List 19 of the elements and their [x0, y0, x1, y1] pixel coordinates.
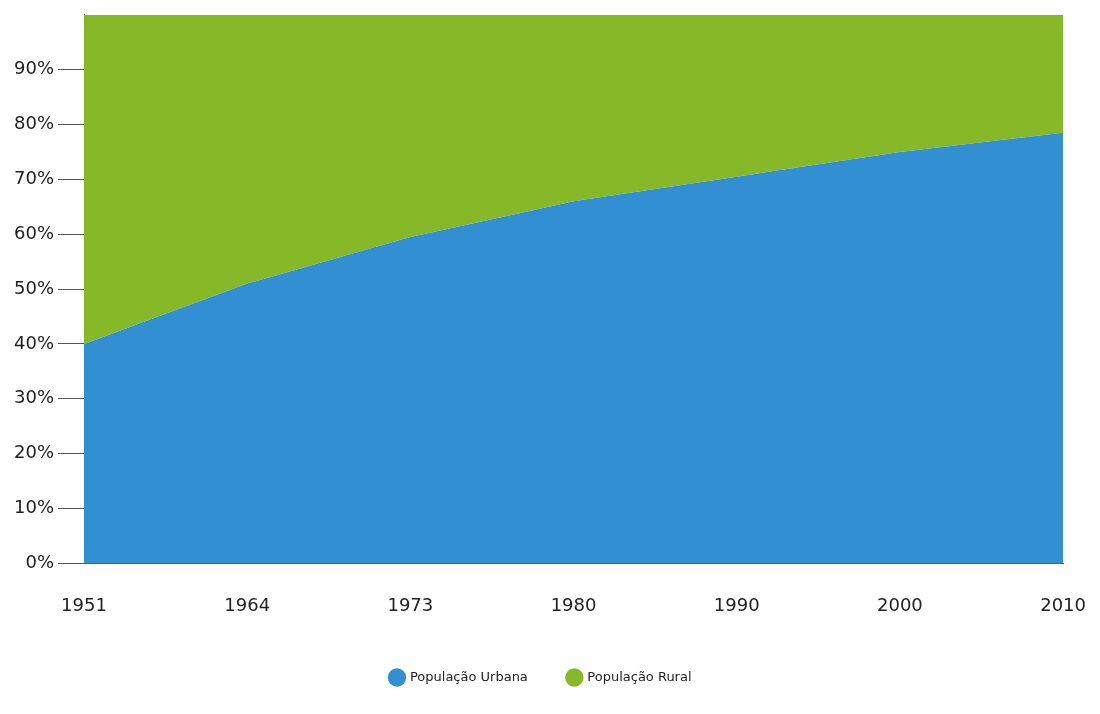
- x-tick-label: 2010: [1040, 593, 1086, 615]
- y-tick-label: 70%: [13, 167, 55, 189]
- x-tick-label: 1990: [713, 593, 760, 615]
- legend-label: População Rural: [587, 668, 692, 684]
- y-tick-label: 40%: [13, 331, 55, 353]
- y-tick-label: 80%: [13, 112, 55, 134]
- x-tick-label: 1980: [550, 593, 597, 615]
- y-tick-label: 20%: [13, 441, 55, 463]
- y-tick-label: 60%: [13, 221, 55, 243]
- x-tick-label: 1964: [224, 593, 271, 615]
- y-tick-label: 10%: [13, 496, 55, 518]
- legend-label: População Urbana: [409, 668, 528, 684]
- y-tick-label: 90%: [13, 57, 55, 79]
- x-tick-label: 1973: [387, 593, 434, 615]
- y-tick-label: 0%: [25, 551, 55, 573]
- x-tick-label: 2000: [877, 593, 923, 615]
- y-tick-label: 30%: [13, 386, 55, 408]
- x-tick-label: 1951: [61, 593, 107, 615]
- y-tick-label: 50%: [13, 276, 55, 298]
